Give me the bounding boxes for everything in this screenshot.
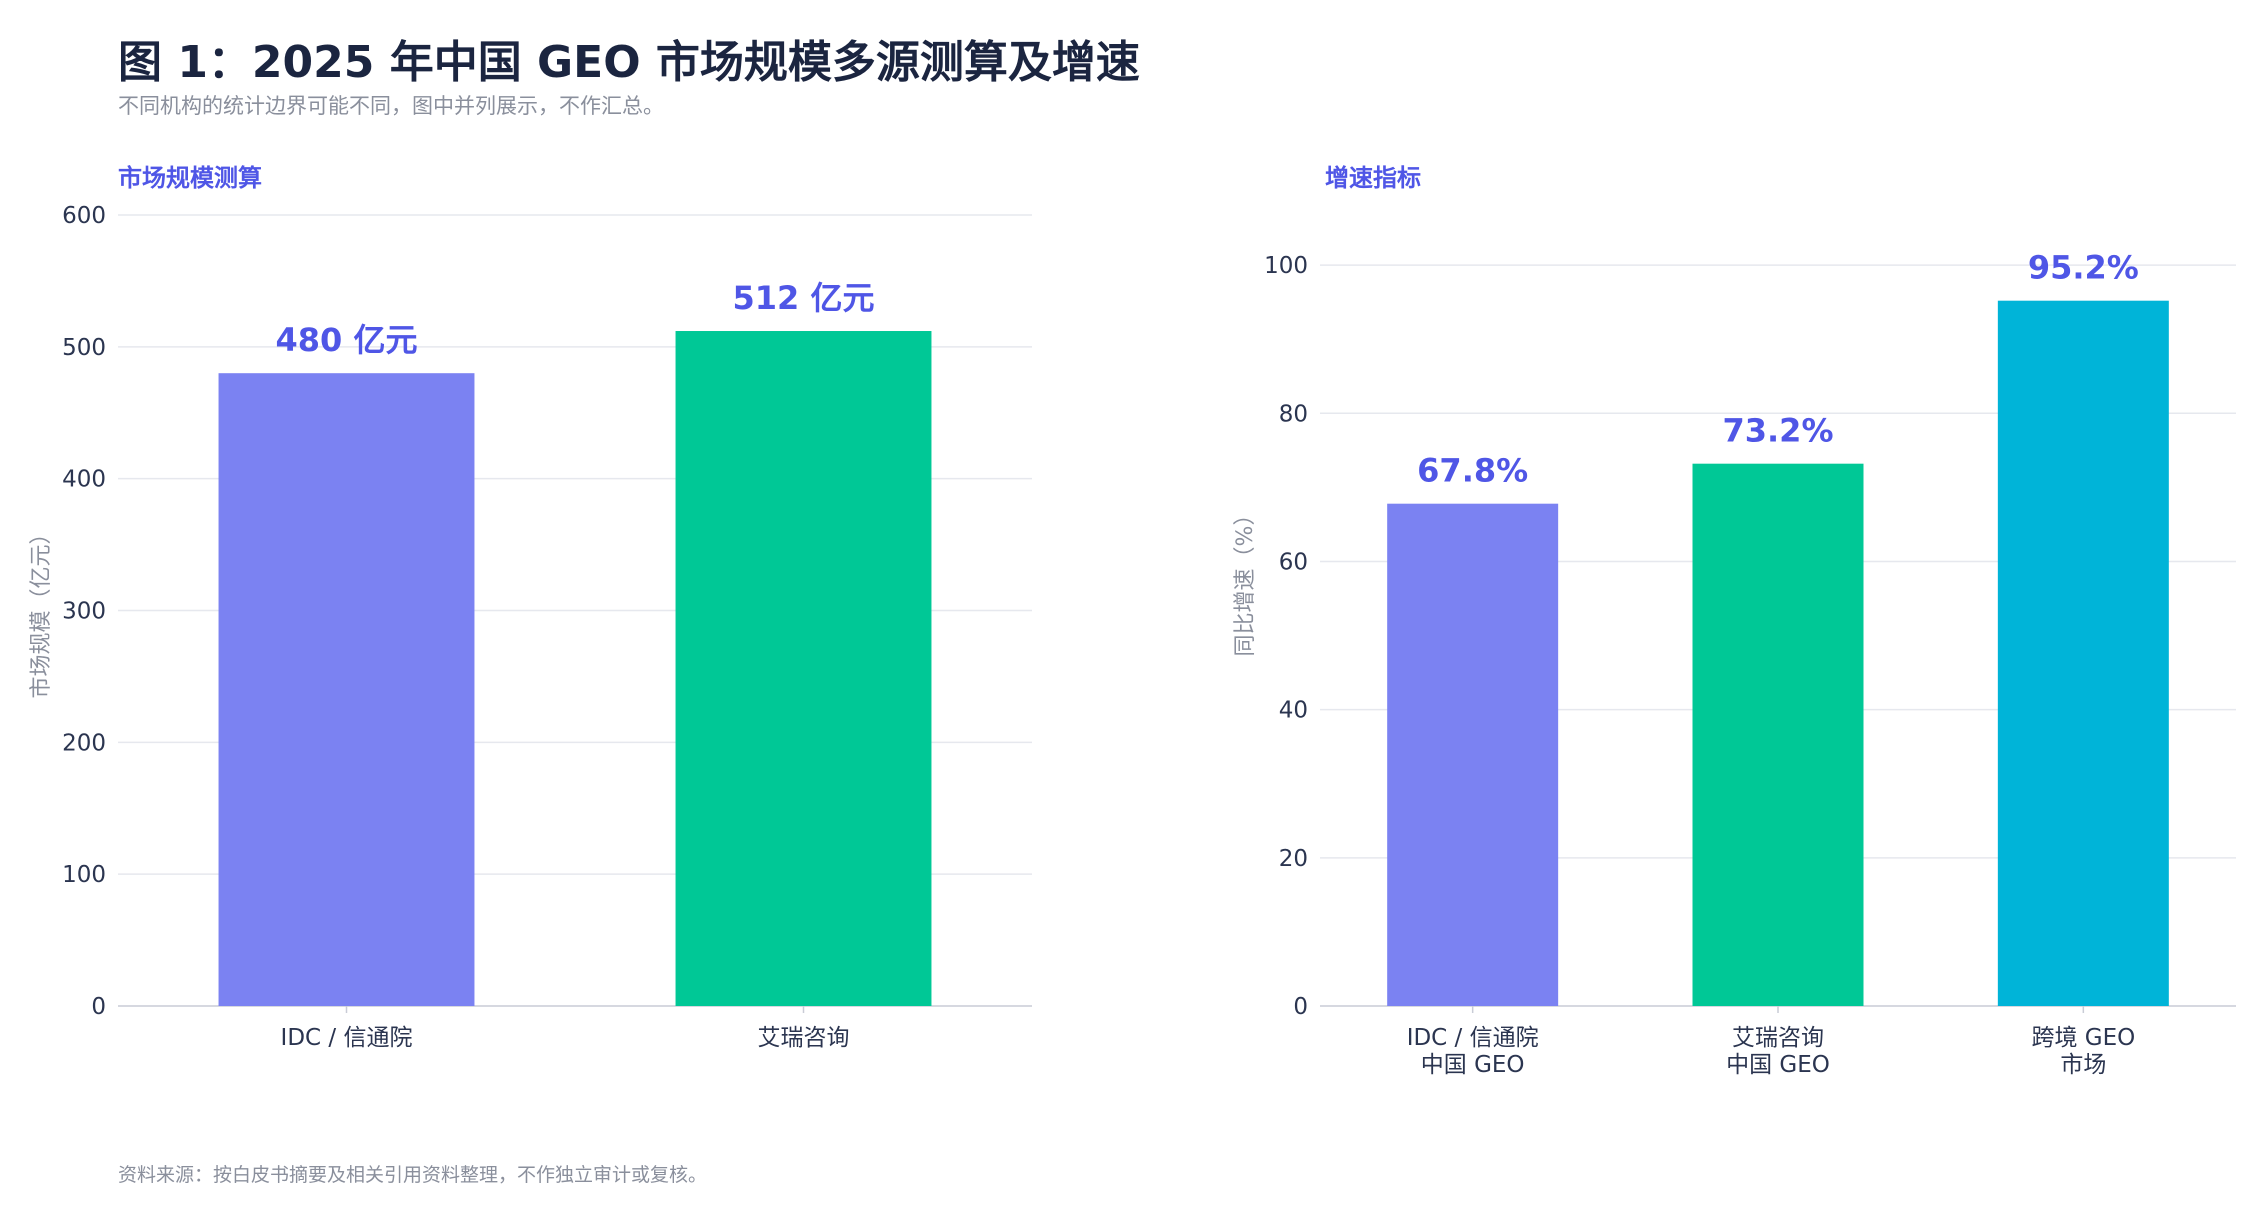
growth-y-tick-label: 60 <box>1279 549 1308 575</box>
size-y-axis-label: 市场规模（亿元） <box>29 522 54 698</box>
growth-bar <box>1387 503 1559 1006</box>
growth-data-label: 67.8% <box>1417 452 1528 490</box>
chart-subtitle: 不同机构的统计边界可能不同，图中并列展示，不作汇总。 <box>118 94 664 118</box>
growth-y-axis-label: 同比增速（%） <box>1233 504 1258 657</box>
size-bar <box>218 373 475 1006</box>
size-data-label: 480 亿元 <box>276 321 418 359</box>
growth-data-label: 73.2% <box>1722 412 1833 450</box>
growth-bar <box>1997 300 2169 1007</box>
chart-title: 图 1：2025 年中国 GEO 市场规模多源测算及增速 <box>118 37 1140 88</box>
growth-y-tick-label: 100 <box>1264 253 1308 279</box>
growth-x-tick-label: 中国 GEO <box>1726 1052 1830 1078</box>
panel-title-market-size: 市场规模测算 <box>118 164 262 192</box>
size-bar <box>675 331 932 1007</box>
size-y-tick-label: 600 <box>62 203 106 229</box>
size-y-tick-label: 0 <box>91 994 106 1020</box>
growth-bar <box>1692 463 1864 1006</box>
size-x-tick-label: IDC / 信通院 <box>281 1025 413 1051</box>
growth-y-tick-label: 20 <box>1279 846 1308 872</box>
size-y-tick-label: 100 <box>62 862 106 888</box>
panel-title-growth: 增速指标 <box>1325 164 1421 192</box>
growth-x-tick-label: 市场 <box>2060 1052 2106 1078</box>
size-data-label: 512 亿元 <box>733 279 875 317</box>
size-y-tick-label: 200 <box>62 730 106 756</box>
growth-x-tick-label: 跨境 GEO <box>2031 1025 2135 1051</box>
size-y-tick-label: 400 <box>62 467 106 493</box>
growth-y-tick-label: 80 <box>1279 401 1308 427</box>
growth-y-tick-label: 0 <box>1293 994 1308 1020</box>
size-y-tick-label: 500 <box>62 335 106 361</box>
growth-data-label: 95.2% <box>2028 249 2139 287</box>
size-y-tick-label: 300 <box>62 599 106 625</box>
growth-x-tick-label: 艾瑞咨询 <box>1732 1025 1824 1051</box>
growth-x-tick-label: IDC / 信通院 <box>1407 1025 1539 1051</box>
market-size-chart: 0 100 200 300 400 500 600 市场规模（亿元） 480 亿元 IDC / 信… <box>29 203 1032 1051</box>
growth-y-tick-label: 40 <box>1279 698 1308 724</box>
source-note: 资料来源：按白皮书摘要及相关引用资料整理，不作独立审计或复核。 <box>118 1164 708 1186</box>
size-x-tick-label: 艾瑞咨询 <box>758 1025 850 1051</box>
growth-x-tick-label: 中国 GEO <box>1421 1052 1525 1078</box>
